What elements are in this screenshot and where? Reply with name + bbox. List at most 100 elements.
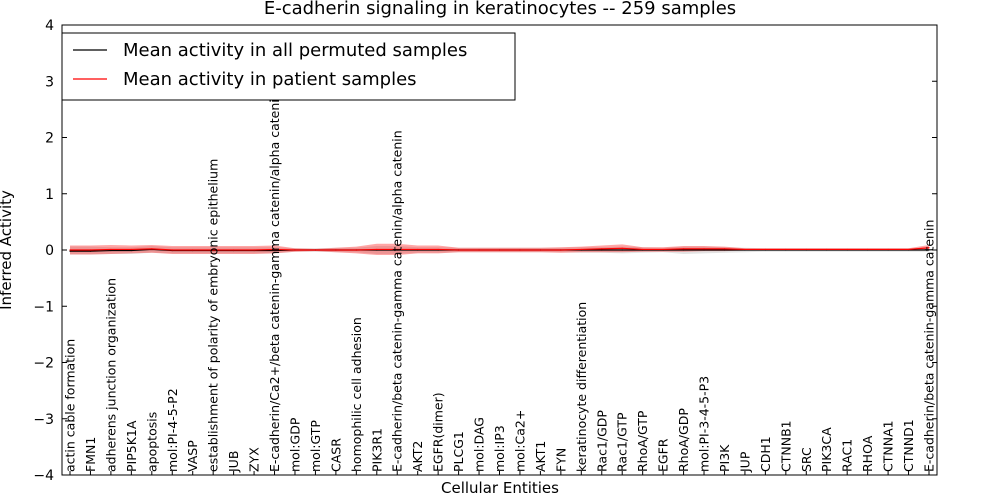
x-tick-label: EGFR bbox=[656, 438, 671, 472]
y-tick-label: 2 bbox=[45, 131, 54, 147]
x-tick-label: PI3K bbox=[717, 444, 732, 472]
series-point-1-40 bbox=[887, 248, 889, 251]
series-point-1-0 bbox=[69, 249, 71, 251]
x-tick-label: PIK3R1 bbox=[369, 428, 384, 472]
series-point-1-10 bbox=[273, 248, 276, 251]
series-point-1-7 bbox=[212, 249, 214, 251]
y-axis-label: Inferred Activity bbox=[0, 190, 15, 310]
x-tick-label: CTNNA1 bbox=[881, 420, 896, 472]
series-point-1-16 bbox=[396, 248, 398, 251]
x-tick-label: RAC1 bbox=[840, 439, 855, 472]
x-axis: actin cable formation FMN1 adherens juncti… bbox=[63, 55, 937, 475]
series-point-1-6 bbox=[192, 249, 194, 251]
series-point-0-3 bbox=[130, 249, 132, 252]
series-point-1-33 bbox=[744, 248, 746, 251]
x-tick-label: RHOA bbox=[860, 435, 875, 472]
series-point-1-34 bbox=[764, 248, 766, 251]
x-tick-label: homophilic cell adhesion bbox=[349, 317, 364, 472]
legend-box bbox=[61, 32, 516, 101]
y-tick-label: −1 bbox=[33, 299, 54, 315]
series-point-1-5 bbox=[171, 249, 173, 251]
y-tick-label: −2 bbox=[33, 356, 54, 372]
x-tick-label: AKT2 bbox=[410, 441, 425, 472]
x-tick-label: keratinocyte differentiation bbox=[574, 302, 589, 472]
chart-title: E-cadherin signaling in keratinocytes --… bbox=[264, 0, 736, 19]
x-tick-label: establishment of polarity of embryonic e… bbox=[206, 159, 221, 472]
y-tick-label: 1 bbox=[45, 187, 54, 203]
series-point-1-37 bbox=[826, 248, 828, 251]
x-tick-label: PIP5K1A bbox=[124, 420, 139, 472]
x-tick-label: JUP bbox=[737, 451, 752, 473]
x-tick-label: SRC bbox=[799, 447, 814, 472]
x-tick-label: CTNNB1 bbox=[778, 420, 793, 472]
series-point-1-30 bbox=[682, 248, 685, 250]
x-tick-label: RhoA/GTP bbox=[635, 410, 650, 472]
series-point-1-3 bbox=[130, 248, 132, 251]
x-tick-label: EGFR(dimer) bbox=[431, 392, 446, 472]
y-tick-label: 0 bbox=[45, 243, 54, 259]
x-tick-label: RhoA/GDP bbox=[676, 408, 691, 472]
x-tick-label: mol:DAG bbox=[472, 417, 487, 472]
legend-label-patient: Mean activity in patient samples bbox=[123, 69, 417, 90]
x-tick-label: mol:IP3 bbox=[492, 425, 507, 472]
series-point-1-25 bbox=[580, 248, 582, 251]
series-point-1-20 bbox=[478, 249, 480, 251]
series-point-0-0 bbox=[69, 250, 71, 252]
series-point-1-26 bbox=[601, 248, 603, 250]
series-point-1-36 bbox=[805, 248, 807, 251]
x-tick-label: CTNND1 bbox=[901, 419, 916, 472]
x-tick-label: adherens junction organization bbox=[103, 278, 118, 472]
series-point-1-27 bbox=[621, 247, 623, 249]
series-point-1-19 bbox=[458, 249, 460, 251]
x-tick-label: Rac1/GDP bbox=[594, 410, 609, 472]
y-tick-label: 3 bbox=[45, 74, 54, 90]
series-point-0-26 bbox=[601, 249, 603, 251]
series-point-1-18 bbox=[437, 248, 439, 251]
x-tick-label: E-cadherin/beta catenin-gamma catenin/al… bbox=[390, 130, 405, 472]
series-point-1-24 bbox=[560, 249, 562, 251]
x-tick-label: mol:PI-3-4-5-P3 bbox=[697, 376, 712, 472]
x-tick-label: CDH1 bbox=[758, 436, 773, 472]
x-tick-label: mol:Ca2+ bbox=[512, 410, 527, 472]
x-tick-label: E-cadherin/Ca2+/beta catenin-gamma caten… bbox=[267, 55, 282, 472]
series-point-1-8 bbox=[233, 249, 235, 251]
x-tick-label: mol:GTP bbox=[308, 420, 323, 472]
x-axis-label: Cellular Entities bbox=[441, 479, 559, 497]
x-tick-label: AKT1 bbox=[533, 441, 548, 472]
x-tick-label: mol:PI-4-5-P2 bbox=[165, 388, 180, 472]
series-point-1-28 bbox=[642, 248, 644, 251]
x-tick-label: CASR bbox=[328, 438, 343, 472]
series-point-0-10 bbox=[273, 249, 276, 252]
x-tick-label: E-cadherin/beta catenin-gamma catenin bbox=[922, 220, 937, 472]
x-tick-label: mol:GDP bbox=[287, 417, 302, 472]
series-point-0-27 bbox=[621, 249, 623, 251]
series-point-1-38 bbox=[846, 248, 848, 251]
x-tick-label: Rac1/GTP bbox=[615, 412, 630, 472]
series-point-1-32 bbox=[723, 248, 726, 250]
series-point-1-22 bbox=[519, 249, 521, 251]
series-point-1-13 bbox=[335, 249, 337, 251]
y-tick-label: 4 bbox=[45, 18, 54, 34]
x-tick-label: FMN1 bbox=[83, 437, 98, 472]
x-tick-label: PLCG1 bbox=[451, 431, 466, 472]
series-point-1-2 bbox=[110, 248, 112, 251]
series-point-1-15 bbox=[376, 248, 378, 251]
legend-label-permuted: Mean activity in all permuted samples bbox=[123, 40, 467, 61]
y-axis: 4 3 2 1 0 −1 −2 −3 −4 bbox=[33, 18, 937, 484]
y-tick-label: −3 bbox=[33, 412, 54, 428]
series-point-0-1 bbox=[89, 250, 92, 252]
series-point-1-21 bbox=[498, 249, 501, 251]
legend: Mean activity in all permuted samples Me… bbox=[61, 32, 516, 101]
series-point-1-29 bbox=[662, 248, 664, 251]
series-point-1-42 bbox=[928, 247, 930, 249]
series-point-1-9 bbox=[253, 249, 255, 251]
series-point-1-4 bbox=[151, 248, 153, 250]
series-point-1-31 bbox=[703, 248, 705, 250]
x-tick-label: VASP bbox=[185, 440, 200, 472]
series-point-1-23 bbox=[539, 249, 542, 251]
series-point-0-30 bbox=[682, 249, 685, 251]
series-point-1-12 bbox=[314, 249, 317, 251]
series-point-1-14 bbox=[355, 249, 357, 251]
x-tick-label: apoptosis bbox=[144, 412, 159, 472]
